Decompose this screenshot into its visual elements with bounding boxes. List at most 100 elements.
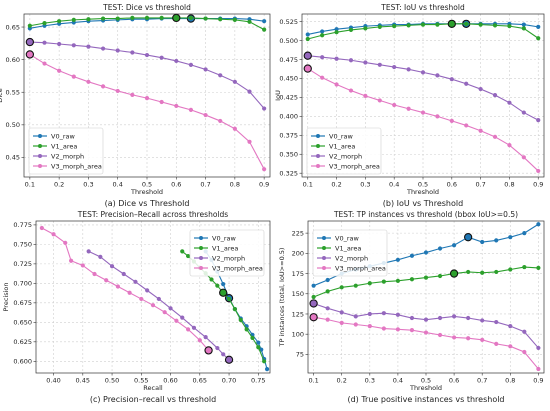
data-point <box>320 55 325 60</box>
data-point <box>395 327 401 332</box>
series-V2_morph <box>309 299 541 351</box>
data-point <box>339 285 344 290</box>
data-point <box>353 283 358 288</box>
data-point <box>420 22 426 27</box>
x-tick-label: 0.4 <box>393 377 403 385</box>
best-point-marker <box>303 51 312 60</box>
data-point <box>320 33 325 38</box>
best-point-marker <box>204 346 213 355</box>
legend: V0_raw V1_area V2_morph V3_morph_area <box>28 127 104 175</box>
legend-swatch-marker <box>322 236 326 240</box>
best-point-marker <box>463 233 473 242</box>
best-point-marker <box>447 19 456 29</box>
x-tick-label: 0.8 <box>505 377 515 385</box>
data-point <box>180 249 185 254</box>
y-tick-label: 100 <box>292 330 304 338</box>
data-point <box>348 27 354 33</box>
data-point <box>508 344 513 349</box>
data-point <box>353 322 358 327</box>
data-point <box>203 335 208 340</box>
data-point <box>521 22 526 27</box>
data-point <box>507 24 512 29</box>
x-tick-label: 0.7 <box>477 377 487 385</box>
chart-1: 0.1 0.2 0.3 0.4 0.5 0.6 0.7 0.8 0.9 0.45 0.50 0.55 0… <box>0 3 271 208</box>
data-point <box>507 100 512 105</box>
y-tick-label: 125 <box>292 310 304 318</box>
data-point <box>464 123 469 128</box>
data-point <box>423 275 429 280</box>
data-point <box>478 86 483 92</box>
data-point <box>521 155 526 160</box>
data-point <box>71 74 76 79</box>
legend-label: V1_area <box>335 244 361 252</box>
data-point <box>42 61 47 66</box>
best-point-marker <box>449 269 459 278</box>
y-tick-label: 0.775 <box>13 221 32 229</box>
data-point <box>186 253 191 259</box>
data-point <box>121 271 126 277</box>
data-point <box>264 367 270 372</box>
x-tick-label: 0.7 <box>475 181 485 189</box>
data-point <box>27 23 32 28</box>
data-point <box>381 326 386 331</box>
data-point <box>507 143 512 148</box>
y-tick-label: 0.475 <box>279 56 298 64</box>
data-point <box>127 290 132 295</box>
data-point <box>377 62 382 67</box>
data-point <box>51 232 56 237</box>
y-tick-label: 0.65 <box>6 23 20 31</box>
legend-label: V3_morph_area <box>335 264 386 272</box>
axes-frame <box>23 13 271 178</box>
data-point <box>247 89 252 94</box>
data-point <box>395 278 401 283</box>
data-point <box>494 238 499 243</box>
data-point <box>480 318 485 323</box>
x-tick-label: 0.60 <box>163 377 177 385</box>
data-point <box>449 77 454 82</box>
y-tick-label: 0.525 <box>279 18 298 26</box>
best-point-marker <box>219 288 228 297</box>
data-point <box>334 30 339 35</box>
chart-caption: (c) Precision–recall vs threshold <box>90 395 216 404</box>
data-point <box>334 27 339 32</box>
data-point <box>69 258 74 263</box>
data-point <box>325 306 330 311</box>
data-point <box>423 317 429 322</box>
x-axis-label: Recall <box>143 384 163 392</box>
data-point <box>536 366 541 372</box>
data-point <box>409 253 415 258</box>
y-tick-label: 0.700 <box>13 280 32 288</box>
data-point <box>377 24 382 29</box>
x-tick-label: 0.1 <box>25 181 35 189</box>
legend-label: V2_morph <box>212 254 245 262</box>
data-point <box>188 15 194 21</box>
data-point <box>203 16 208 21</box>
x-tick-label: 0.8 <box>230 181 240 189</box>
x-tick-label: 0.5 <box>418 181 428 189</box>
data-point <box>536 345 541 351</box>
chart-2: 0.1 0.2 0.3 0.4 0.5 0.6 0.7 0.8 0.9 0.325 0.350 0.3… <box>274 3 545 208</box>
chart-caption: (a) Dice vs Threshold <box>105 199 190 208</box>
data-point <box>238 317 243 323</box>
data-point <box>367 281 372 286</box>
data-point <box>406 106 411 111</box>
y-tick-label: 200 <box>292 250 304 258</box>
y-tick-label: 0.650 <box>13 319 32 327</box>
series-V1_area <box>305 19 541 42</box>
data-point <box>464 81 469 86</box>
data-point <box>334 56 339 61</box>
data-point <box>144 96 150 101</box>
axes-frame <box>307 220 545 374</box>
data-point <box>334 82 339 87</box>
data-point <box>98 254 103 259</box>
y-axis-label: TP instances (total, IoU>=0.5) <box>278 248 286 348</box>
legend-swatch-marker <box>199 246 203 250</box>
data-point <box>86 44 91 49</box>
legend-label: V0_raw <box>329 132 353 140</box>
data-point <box>437 332 443 338</box>
legend-box <box>306 127 382 175</box>
data-point <box>522 329 527 334</box>
x-tick-label: 0.4 <box>389 181 399 189</box>
legend-swatch-marker <box>38 144 42 148</box>
series-V2_morph <box>303 51 541 123</box>
